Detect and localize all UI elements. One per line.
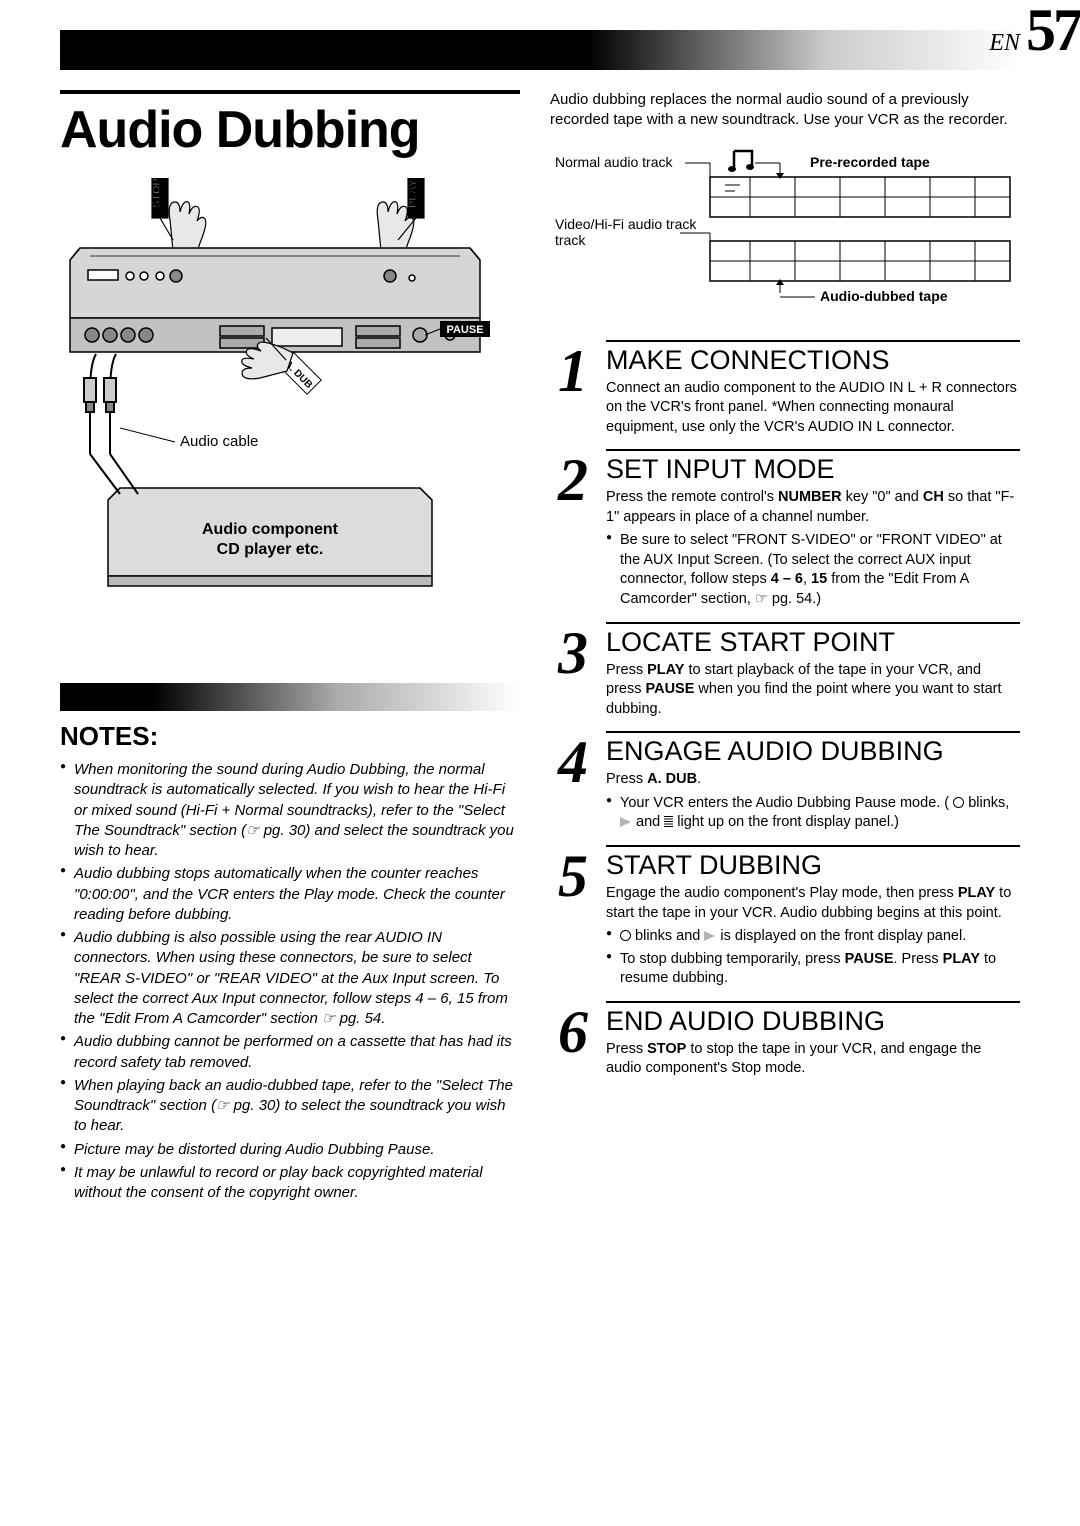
note-item: Audio dubbing stops automatically when t… <box>60 864 520 925</box>
step-bullet-item: Be sure to select "FRONT S-VIDEO" or "FR… <box>606 531 1020 609</box>
page-title: Audio Dubbing <box>60 100 520 160</box>
step-number: 5 <box>550 849 596 903</box>
step-title: END AUDIO DUBBING <box>606 1006 1020 1037</box>
note-item: It may be unlawful to record or play bac… <box>60 1163 520 1204</box>
svg-text:STOP: STOP <box>151 178 163 208</box>
svg-text:Audio component: Audio component <box>202 521 339 538</box>
step-number: 4 <box>550 735 596 789</box>
step-title: ENGAGE AUDIO DUBBING <box>606 736 1020 767</box>
step-rule <box>606 731 1020 733</box>
step-rule <box>606 622 1020 624</box>
step-4: 4 ENGAGE AUDIO DUBBINGPress A. DUB.Your V… <box>550 731 1020 833</box>
notes-separator <box>60 683 520 711</box>
svg-text:Pre-recorded tape: Pre-recorded tape <box>810 154 930 170</box>
tape-track-diagram: Normal audio track Pre-recorded tape <box>550 145 1020 315</box>
step-bullet-item: Your VCR enters the Audio Dubbing Pause … <box>606 794 1020 833</box>
svg-text:PAUSE: PAUSE <box>446 324 483 336</box>
step-bullets: blinks and is displayed on the front dis… <box>606 927 1020 989</box>
step-3: 3 LOCATE START POINTPress PLAY to start p… <box>550 622 1020 720</box>
steps-container: 1 MAKE CONNECTIONSConnect an audio compon… <box>550 340 1020 1079</box>
notes-list: When monitoring the sound during Audio D… <box>60 760 520 1203</box>
step-body: Press STOP to stop the tape in your VCR,… <box>606 1040 1020 1079</box>
step-rule <box>606 1001 1020 1003</box>
svg-text:Video/Hi-Fi audio track: Video/Hi-Fi audio track <box>555 216 697 232</box>
vcr-connection-diagram: STOP PLAY <box>60 178 490 638</box>
step-body: Press PLAY to start playback of the tape… <box>606 661 1020 720</box>
step-1: 1 MAKE CONNECTIONSConnect an audio compon… <box>550 340 1020 438</box>
page-lang: EN <box>989 30 1020 56</box>
notes-heading: NOTES: <box>60 721 520 752</box>
step-6: 6 END AUDIO DUBBINGPress STOP to stop the… <box>550 1001 1020 1079</box>
note-item: Picture may be distorted during Audio Du… <box>60 1140 520 1160</box>
step-number: 6 <box>550 1005 596 1059</box>
step-title: SET INPUT MODE <box>606 454 1020 485</box>
step-rule <box>606 449 1020 451</box>
step-body: Press the remote control's NUMBER key "0… <box>606 488 1020 609</box>
svg-text:Audio-dubbed tape: Audio-dubbed tape <box>820 288 948 304</box>
page-number: EN 57 <box>989 0 1080 65</box>
step-bullet-item: blinks and is displayed on the front dis… <box>606 927 1020 947</box>
step-bullet-item: To stop dubbing temporarily, press PAUSE… <box>606 950 1020 989</box>
header-gradient-bar <box>60 30 1020 70</box>
title-rule <box>60 90 520 94</box>
step-title: MAKE CONNECTIONS <box>606 345 1020 376</box>
step-number: 3 <box>550 626 596 680</box>
note-item: Audio dubbing cannot be performed on a c… <box>60 1032 520 1073</box>
step-rule <box>606 845 1020 847</box>
step-body: Connect an audio component to the AUDIO … <box>606 379 1020 438</box>
note-item: When monitoring the sound during Audio D… <box>60 760 520 861</box>
step-body: Engage the audio component's Play mode, … <box>606 884 1020 989</box>
step-2: 2 SET INPUT MODEPress the remote control'… <box>550 449 1020 609</box>
svg-text:track: track <box>555 232 586 248</box>
step-bullets: Be sure to select "FRONT S-VIDEO" or "FR… <box>606 531 1020 609</box>
svg-text:Audio cable: Audio cable <box>180 433 258 450</box>
note-item: When playing back an audio-dubbed tape, … <box>60 1076 520 1137</box>
step-body: Press A. DUB.Your VCR enters the Audio D… <box>606 770 1020 833</box>
note-item: Audio dubbing is also possible using the… <box>60 928 520 1029</box>
step-rule <box>606 340 1020 342</box>
svg-text:Normal audio track: Normal audio track <box>555 154 673 170</box>
svg-text:PLAY: PLAY <box>407 179 419 208</box>
step-number: 2 <box>550 453 596 507</box>
svg-text:CD player etc.: CD player etc. <box>217 541 324 558</box>
step-5: 5 START DUBBINGEngage the audio component… <box>550 845 1020 989</box>
step-bullets: Your VCR enters the Audio Dubbing Pause … <box>606 794 1020 833</box>
step-title: LOCATE START POINT <box>606 627 1020 658</box>
step-number: 1 <box>550 344 596 398</box>
step-title: START DUBBING <box>606 850 1020 881</box>
intro-text: Audio dubbing replaces the normal audio … <box>550 90 1020 131</box>
page-num: 57 <box>1026 0 1080 63</box>
